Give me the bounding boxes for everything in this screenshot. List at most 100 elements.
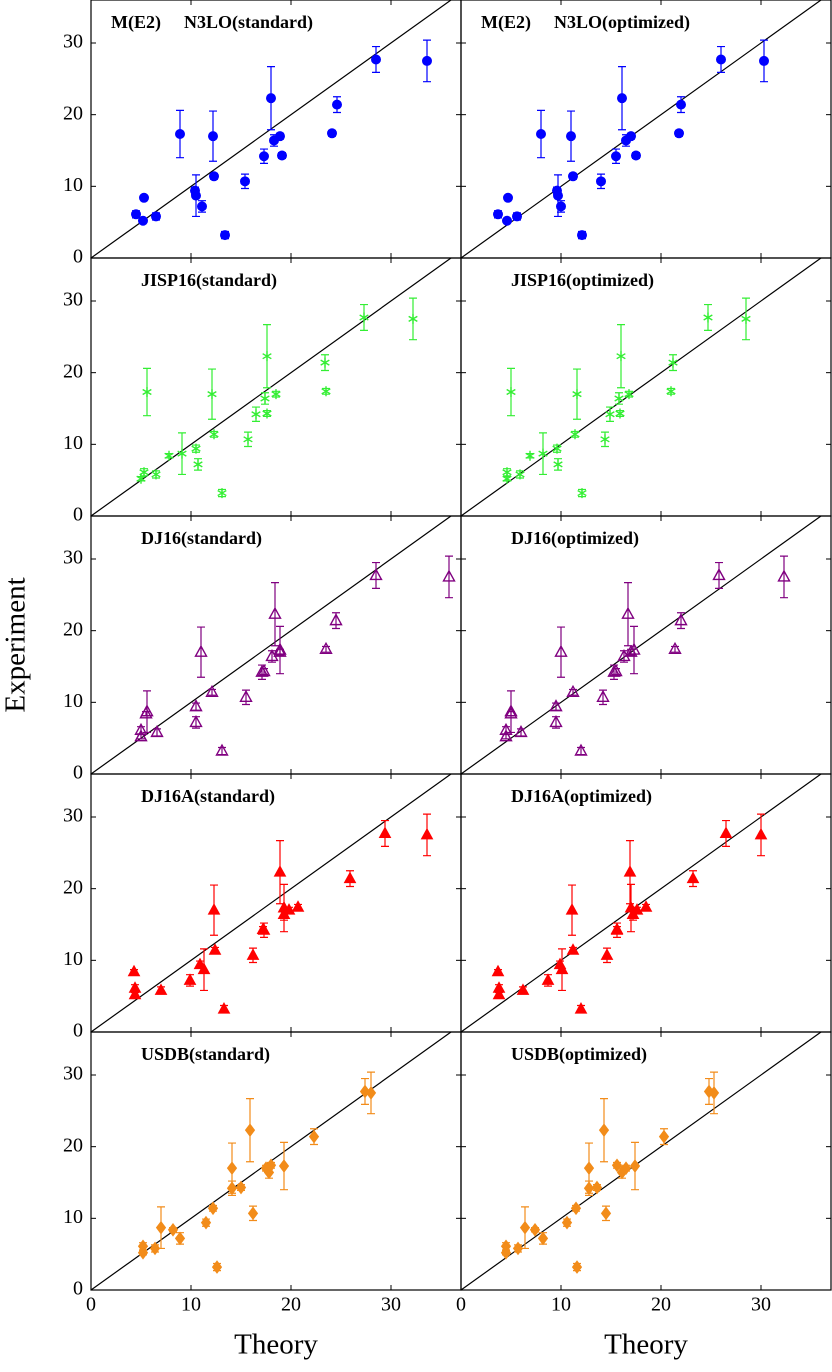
data-point: [226, 1161, 238, 1176]
error-bar: [197, 626, 205, 678]
data-point: [207, 1201, 219, 1216]
data-point: [177, 448, 187, 459]
data-point: [552, 190, 564, 201]
data-point: [529, 1222, 541, 1237]
panel: DJ16A(optimized): [460, 773, 832, 1033]
data-point: [712, 568, 726, 581]
y-tick-label: 10: [63, 1206, 83, 1228]
panel-title: JISP16(standard): [141, 270, 277, 291]
data-point: [561, 1215, 573, 1230]
data-point: [197, 962, 211, 975]
data-point: [235, 1180, 247, 1195]
error-bar: [208, 688, 216, 696]
data-point: [150, 211, 162, 222]
data-point: [537, 1231, 549, 1246]
data-point: [506, 387, 516, 398]
data-point: [525, 450, 535, 461]
data-point: [668, 357, 678, 368]
panel: M(E2) N3LO(optimized): [460, 0, 832, 259]
data-point: [600, 434, 610, 445]
data-point: [276, 150, 288, 161]
y-tick-label: 20: [63, 360, 83, 382]
data-point: [258, 151, 270, 162]
data-point: [598, 1123, 610, 1138]
data-point: [149, 1241, 161, 1256]
data-point: [741, 313, 751, 324]
data-point: [555, 201, 567, 212]
error-bar: [276, 648, 284, 656]
data-point: [196, 201, 208, 212]
data-point: [605, 409, 615, 420]
error-bar: [271, 582, 279, 647]
panel: 0 10 20 30 DJ16A(standard): [63, 773, 462, 1042]
data-point: [251, 409, 261, 420]
error-bar: [612, 668, 620, 675]
data-point: [624, 389, 634, 400]
y-tick-label: 0: [73, 762, 83, 784]
data-point: [174, 129, 186, 140]
data-point: [128, 987, 142, 1000]
panel-title: USDB(optimized): [511, 1044, 647, 1065]
data-point: [189, 699, 203, 712]
x-tick-label: 20: [651, 1294, 671, 1316]
y-tick-label: 0: [73, 1278, 83, 1300]
data-point: [614, 393, 624, 404]
panel-annotation: M(E2): [111, 12, 161, 33]
x-tick-label: 20: [281, 1294, 301, 1316]
data-point: [246, 948, 260, 960]
error-bar: [372, 561, 380, 589]
data-point: [600, 948, 614, 960]
diagonal: [460, 257, 822, 517]
panel-title: DJ16(optimized): [511, 528, 639, 549]
data-point: [320, 357, 330, 368]
data-point: [262, 351, 272, 362]
panel-title: DJ16(standard): [141, 528, 262, 549]
data-point: [134, 729, 148, 742]
data-point: [255, 664, 269, 677]
data-point: [265, 1158, 277, 1173]
data-point: [567, 171, 579, 182]
data-point: [256, 922, 270, 935]
data-point: [370, 54, 382, 65]
data-point: [512, 1241, 524, 1256]
data-point: [668, 641, 682, 654]
data-point: [621, 606, 635, 619]
data-point: [321, 386, 331, 397]
error-bar: [630, 625, 638, 675]
error-bar: [507, 690, 515, 734]
data-point: [378, 826, 392, 838]
data-point: [566, 684, 580, 697]
data-point: [553, 459, 563, 470]
y-tick-label: 30: [63, 547, 83, 569]
y-axis-label: Experiment: [0, 577, 32, 712]
data-point: [208, 943, 222, 955]
data-point: [549, 714, 563, 728]
panel: 0 10 20 30 DJ16(standard) Experiment: [0, 515, 462, 784]
data-point: [595, 176, 607, 187]
data-point: [271, 389, 281, 400]
data-point: [215, 743, 229, 756]
data-point: [502, 192, 514, 203]
data-point: [535, 129, 547, 140]
data-point: [572, 389, 582, 400]
data-point: [343, 871, 357, 884]
data-point: [502, 473, 512, 484]
data-point: [189, 714, 203, 728]
data-point: [140, 704, 154, 717]
data-point: [247, 1206, 259, 1221]
x-tick-label: 0: [456, 1294, 466, 1316]
data-point: [570, 1201, 582, 1216]
data-point: [207, 389, 217, 400]
data-point: [511, 211, 523, 222]
data-point: [515, 469, 525, 480]
data-point: [499, 729, 513, 742]
x-tick-label: 10: [551, 1294, 571, 1316]
data-point: [549, 699, 563, 712]
data-point: [219, 230, 231, 241]
data-point: [164, 450, 174, 461]
data-point: [319, 641, 333, 654]
error-bar: [143, 690, 151, 734]
diagonal: [90, 515, 452, 775]
data-point: [209, 429, 219, 440]
